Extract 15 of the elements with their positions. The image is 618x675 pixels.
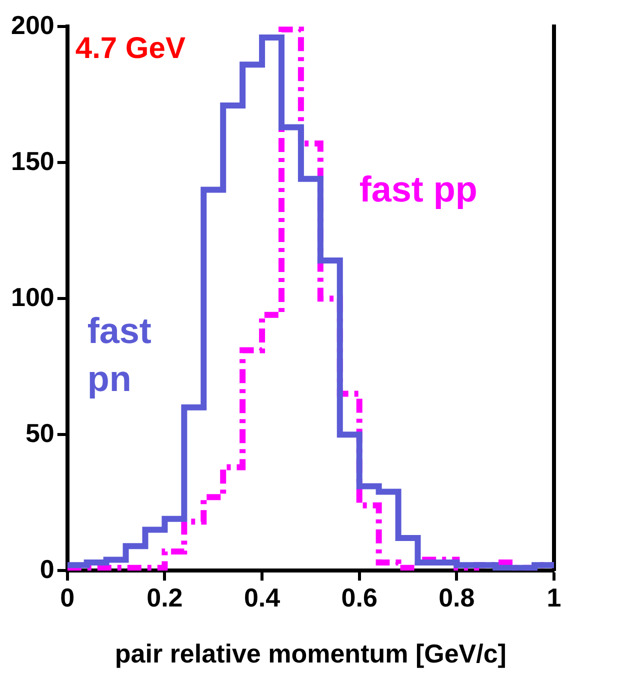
y-tick-label: 150: [10, 146, 54, 176]
y-tick-label: 0: [40, 554, 54, 584]
x-tick-label: 0.2: [146, 582, 183, 612]
x-tick-label: 0.8: [438, 582, 475, 612]
x-tick-label: 0: [60, 582, 75, 612]
y-tick-label: 50: [25, 418, 54, 448]
y-tick-label: 100: [10, 282, 54, 312]
x-tick-label: 0.4: [244, 582, 281, 612]
x-tick-label: 0.6: [341, 582, 378, 612]
series-label: fast pp: [359, 168, 478, 210]
annotation: 4.7 GeV: [75, 32, 186, 65]
y-tick-label: 200: [10, 10, 54, 40]
x-tick-label: 1: [546, 582, 562, 612]
series-label: fast pn: [87, 310, 152, 399]
x-axis-title: pair relative momentum [GeV/c]: [114, 638, 506, 669]
